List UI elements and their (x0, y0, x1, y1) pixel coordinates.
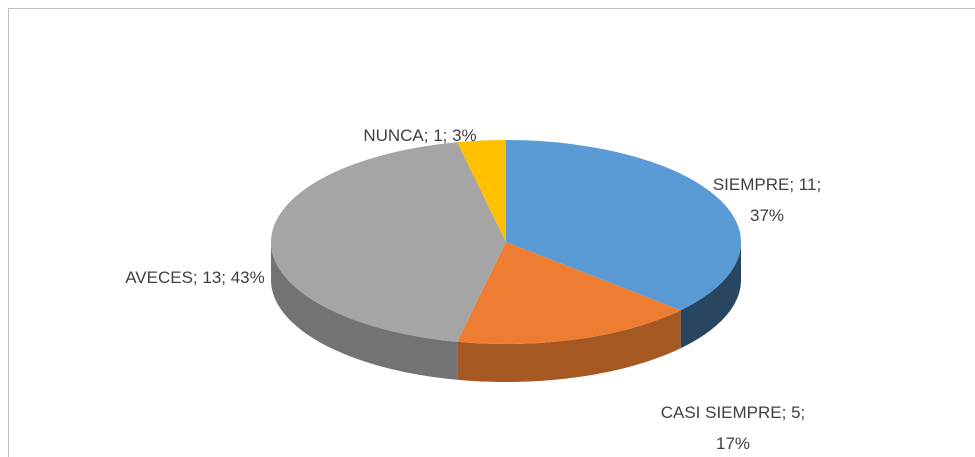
pie-slice (457, 140, 506, 242)
slice-side (271, 242, 458, 380)
data-label: CASI SIEMPRE; 5; 17% (660, 403, 806, 453)
pie-slice (457, 242, 681, 344)
pie-slice (506, 140, 741, 311)
chart-frame (8, 8, 975, 457)
pie-slice (270, 142, 506, 342)
data-label: SIEMPRE; 11; 37% (712, 175, 822, 225)
data-label: AVECES; 13; 43% (125, 268, 265, 287)
slice-side (680, 242, 741, 349)
data-label: NUNCA; 1; 3% (363, 126, 477, 145)
slice-side (457, 310, 681, 382)
